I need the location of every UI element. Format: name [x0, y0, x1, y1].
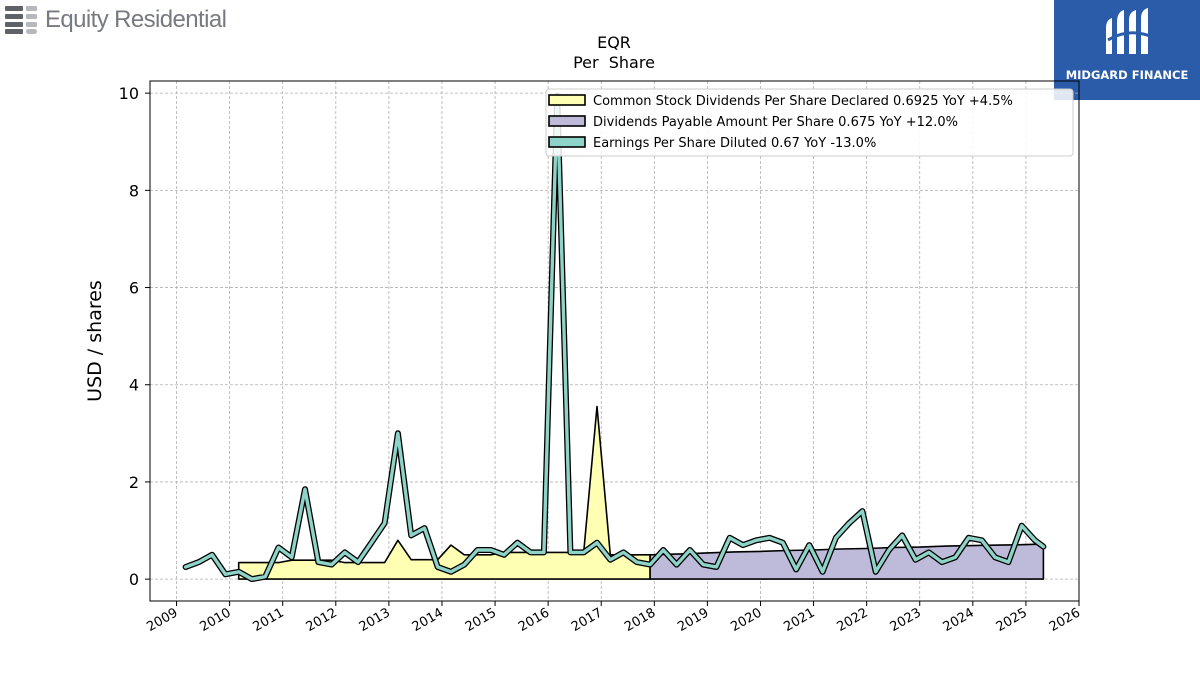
y-tick-label: 0	[129, 570, 139, 589]
plot-frame	[149, 80, 1080, 602]
x-tick-label: 2015	[463, 605, 499, 635]
series-layer	[182, 92, 1047, 583]
x-tick-label: 2020	[728, 605, 764, 635]
equity-residential-logo-icon	[5, 6, 37, 34]
legend-swatch-0	[548, 94, 586, 106]
y-tick-label: 6	[129, 279, 139, 298]
legend-entry-1: Dividends Payable Amount Per Share 0.675…	[593, 115, 958, 130]
x-tick-label: 2026	[1047, 605, 1083, 635]
legend-box	[545, 88, 1074, 157]
x-tick-label: 2017	[569, 605, 605, 635]
y-tick-label: 8	[129, 181, 139, 200]
series-line-outline-2	[182, 92, 1047, 583]
x-tick-label: 2014	[410, 605, 446, 635]
chart-title: EQR	[597, 33, 631, 52]
x-tick-label: 2012	[304, 605, 340, 635]
x-tick-label: 2009	[144, 605, 180, 635]
y-axis-label: USD / shares	[84, 280, 106, 402]
midgard-finance-logo: MIDGARD FINANCE	[1054, 0, 1200, 100]
x-tick-label: 2018	[622, 605, 658, 635]
midgard-finance-wordmark: MIDGARD FINANCE	[1065, 68, 1189, 82]
chart-subtitle: Per Share	[573, 53, 655, 72]
x-tick-label: 2011	[251, 605, 287, 635]
equity-residential-wordmark: Equity Residential	[45, 6, 227, 33]
x-tick-label: 2010	[197, 605, 233, 635]
series-line-2	[183, 93, 1046, 581]
x-tick-label: 2016	[516, 605, 552, 635]
x-tick-label: 2023	[888, 605, 924, 635]
midgard-finance-logo-icon	[1106, 8, 1151, 54]
legend: Common Stock Dividends Per Share Declare…	[545, 88, 1074, 157]
y-tick-label: 2	[129, 473, 139, 492]
x-tick-label: 2019	[675, 605, 711, 635]
x-tick-label: 2013	[357, 605, 393, 635]
grid-lines	[150, 81, 1080, 601]
equity-residential-logo: Equity Residential	[5, 4, 227, 36]
y-tick-label: 4	[129, 376, 139, 395]
legend-swatch-1	[548, 115, 586, 127]
series-area-0	[237, 405, 651, 580]
x-tick-label: 2021	[781, 605, 817, 635]
legend-entry-2: Earnings Per Share Diluted 0.67 YoY -13.…	[593, 136, 876, 151]
legend-swatch-2	[548, 136, 586, 148]
y-tick-label: 10	[119, 84, 139, 103]
legend-entry-0: Common Stock Dividends Per Share Declare…	[593, 94, 1013, 109]
x-tick-label: 2025	[994, 605, 1030, 635]
x-tick-label: 2024	[941, 605, 977, 635]
x-tick-label: 2022	[834, 605, 870, 635]
series-area-1	[649, 543, 1045, 580]
